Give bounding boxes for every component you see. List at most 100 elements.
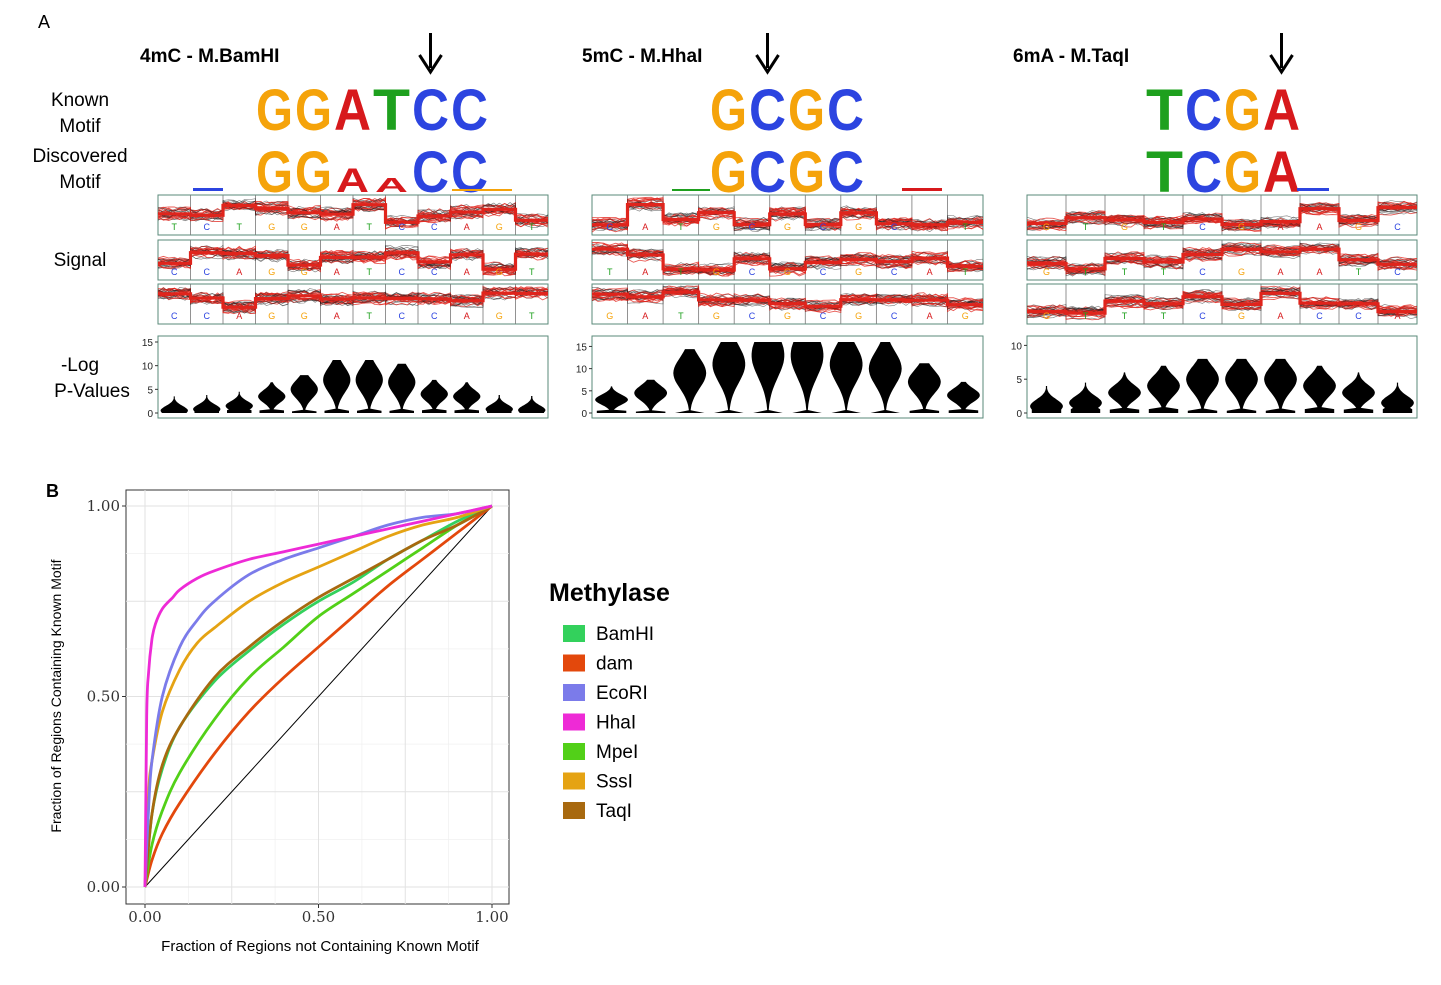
x-tick-label: 1.00 [475,908,508,926]
x-tick-label: 0.50 [302,908,335,926]
violin-y-tick-label: 10 [1011,341,1023,352]
legend: BamHI dam EcoRI HhaI MpeI SssI TaqI [563,624,654,822]
legend-label-mpei: MpeI [596,742,638,763]
column-title: 5mC - M.HhaI [582,46,702,67]
signal-base-label: G [301,311,308,321]
signal-base-label: A [464,222,470,232]
discovered-motif-letter: G [256,140,293,205]
signal-base-label: A [927,267,933,277]
flank-bar [1297,188,1329,191]
signal-base-label: G [496,267,503,277]
signal-base-label: T [1122,311,1128,321]
signal-base-label: T [529,311,535,321]
flank-bar [672,189,710,191]
signal-base-label: G [1043,222,1050,232]
signal-base-label: A [1277,311,1283,321]
violin [1147,365,1180,413]
signal-base-label: C [204,267,211,277]
signal-base-label: G [496,311,503,321]
discovered-motif-letter: G [710,140,747,205]
signal-base-label: C [820,311,827,321]
signal-mean-line [1027,206,1417,227]
signal-base-label: A [1277,222,1283,232]
signal-base-label: C [891,311,898,321]
signal-base-label: G [606,311,613,321]
signal-base-label: A [236,311,242,321]
violin-y-tick-label: 0 [581,409,587,420]
roc-x-axis-label: Fraction of Regions not Containing Known… [161,938,480,955]
known-motif-letter: G [256,78,293,143]
signal-base-label: C [204,222,211,232]
flank-bar [452,189,512,191]
signal-base-label: T [962,222,968,232]
row-label-known-1: Known [51,90,109,111]
signal-base-label: T [172,222,178,232]
violin [1225,358,1258,413]
signal-base-label: T [367,311,373,321]
signal-base-label: T [367,267,373,277]
signal-mean-line [158,251,548,271]
known-motif-letter: C [1185,78,1222,143]
legend-swatch-sssi [563,772,585,790]
discovered-motif-letter: C [749,140,786,205]
signal-trace [591,247,984,275]
signal-base-label: A [236,267,242,277]
violin [1186,358,1219,413]
signal-base-label: T [1161,222,1167,232]
violin [323,360,351,413]
signal-base-label: C [749,311,756,321]
signal-base-label: C [171,311,178,321]
discovered-motif-letter: C [451,140,488,205]
signal-base-label: T [529,267,535,277]
signal-base-label: C [891,222,898,232]
violin-y-tick-label: 10 [576,365,588,376]
signal-base-label: T [529,222,535,232]
violin-y-tick-label: 5 [147,385,153,396]
row-label-pval-1: -Log [61,355,99,376]
violin [673,349,707,413]
violin [388,363,416,413]
row-label-discovered-2: Motif [59,172,101,193]
signal-base-label: T [1083,267,1089,277]
signal-base-label: G [855,222,862,232]
pvalue-violin-panel: 0 5 10 15 [142,335,549,420]
column-title: 4mC - M.BamHI [140,46,279,67]
signal-base-label: G [784,222,791,232]
signal-trace [591,247,984,276]
signal-base-label: A [642,267,648,277]
legend-swatch-taqi [563,802,585,819]
signal-base-label: G [962,311,969,321]
signal-base-label: G [496,222,503,232]
legend-label-dam: dam [596,654,633,675]
violin [790,342,824,413]
signal-base-label: G [713,311,720,321]
violin [193,395,221,413]
signal-base-label: T [1161,311,1167,321]
discovered-motif-letter: G [1224,140,1261,205]
violin [420,379,448,413]
signal-base-label: T [962,267,968,277]
violin [634,379,667,413]
signal-base-label: C [1199,311,1206,321]
signal-base-label: C [1394,222,1401,232]
signal-mean-line [592,290,983,308]
signal-base-label: G [268,311,275,321]
signal-base-label: G [855,267,862,277]
violin [258,382,286,413]
signal-base-label: A [1394,311,1400,321]
signal-base-label: A [334,311,340,321]
signal-base-label: C [749,267,756,277]
signal-base-label: C [399,222,406,232]
known-motif-letter: A [1263,78,1300,143]
y-tick-label: 0.00 [87,878,120,896]
signal-base-label: G [713,267,720,277]
signal-base-label: G [1355,222,1362,232]
violin-y-tick-label: 15 [142,338,154,349]
known-motif-letter: G [710,78,747,143]
signal-base-label: A [642,311,648,321]
signal-base-label: A [334,222,340,232]
